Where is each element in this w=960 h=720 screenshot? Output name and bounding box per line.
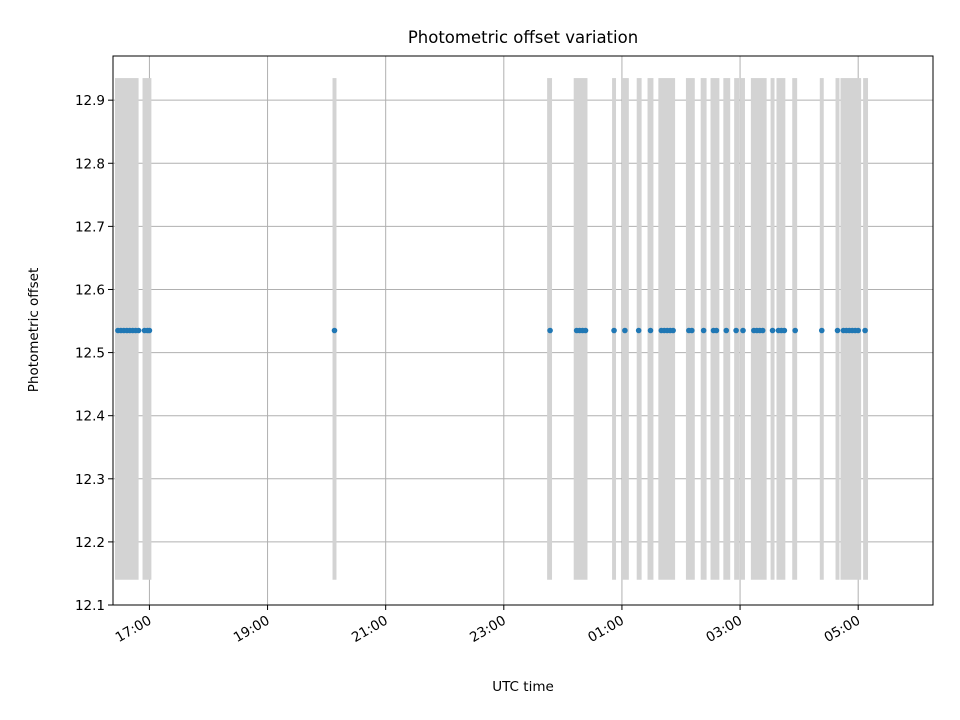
y-axis-label: Photometric offset xyxy=(26,268,42,392)
data-point xyxy=(622,327,628,334)
data-point xyxy=(611,327,617,334)
data-point xyxy=(792,327,798,334)
x-tick-label: 03:00 xyxy=(703,613,745,646)
y-tick-label: 12.7 xyxy=(75,219,105,235)
x-axis-ticks: 17:00 19:00 21:00 23:00 01:00 03:00 05:00 xyxy=(113,605,863,646)
data-point xyxy=(331,327,338,334)
x-tick-label: 17:00 xyxy=(113,613,155,646)
data-point xyxy=(733,327,739,334)
grid-lines xyxy=(113,56,933,605)
y-tick-label: 12.8 xyxy=(75,156,105,172)
y-tick-label: 12.3 xyxy=(75,472,105,488)
y-tick-label: 12.9 xyxy=(75,93,105,109)
data-point xyxy=(547,327,553,334)
data-point xyxy=(670,327,676,334)
data-point xyxy=(146,327,153,334)
data-point xyxy=(862,327,868,334)
data-point xyxy=(723,327,730,334)
x-tick-label: 01:00 xyxy=(585,613,627,646)
data-point xyxy=(769,327,776,334)
y-tick-label: 12.2 xyxy=(75,535,105,551)
plot-frame xyxy=(112,55,934,606)
data-points xyxy=(115,327,868,334)
y-tick-label: 12.6 xyxy=(75,282,105,298)
data-point xyxy=(818,327,825,334)
data-point xyxy=(135,327,142,334)
data-point xyxy=(635,327,642,334)
x-tick-label: 19:00 xyxy=(231,613,273,646)
x-tick-label: 21:00 xyxy=(349,613,391,646)
data-point xyxy=(759,327,766,334)
data-point xyxy=(781,327,788,334)
data-point xyxy=(689,327,695,334)
y-tick-label: 12.5 xyxy=(75,346,105,362)
x-tick-label: 23:00 xyxy=(467,613,509,646)
x-axis-label: UTC time xyxy=(492,679,554,695)
x-tick-label: 05:00 xyxy=(821,613,863,646)
y-tick-label: 12.4 xyxy=(75,409,105,425)
y-tick-label: 12.1 xyxy=(75,598,105,614)
data-point xyxy=(855,327,861,334)
data-point xyxy=(582,327,589,334)
data-point xyxy=(647,327,654,334)
data-point xyxy=(713,327,720,334)
data-point xyxy=(700,327,707,334)
chart-title: Photometric offset variation xyxy=(408,28,638,47)
data-point xyxy=(740,327,746,334)
data-point xyxy=(834,327,841,334)
y-axis-ticks: 12.1 12.2 12.3 12.4 12.5 12.6 12.7 12.8 12.9 xyxy=(75,93,113,614)
